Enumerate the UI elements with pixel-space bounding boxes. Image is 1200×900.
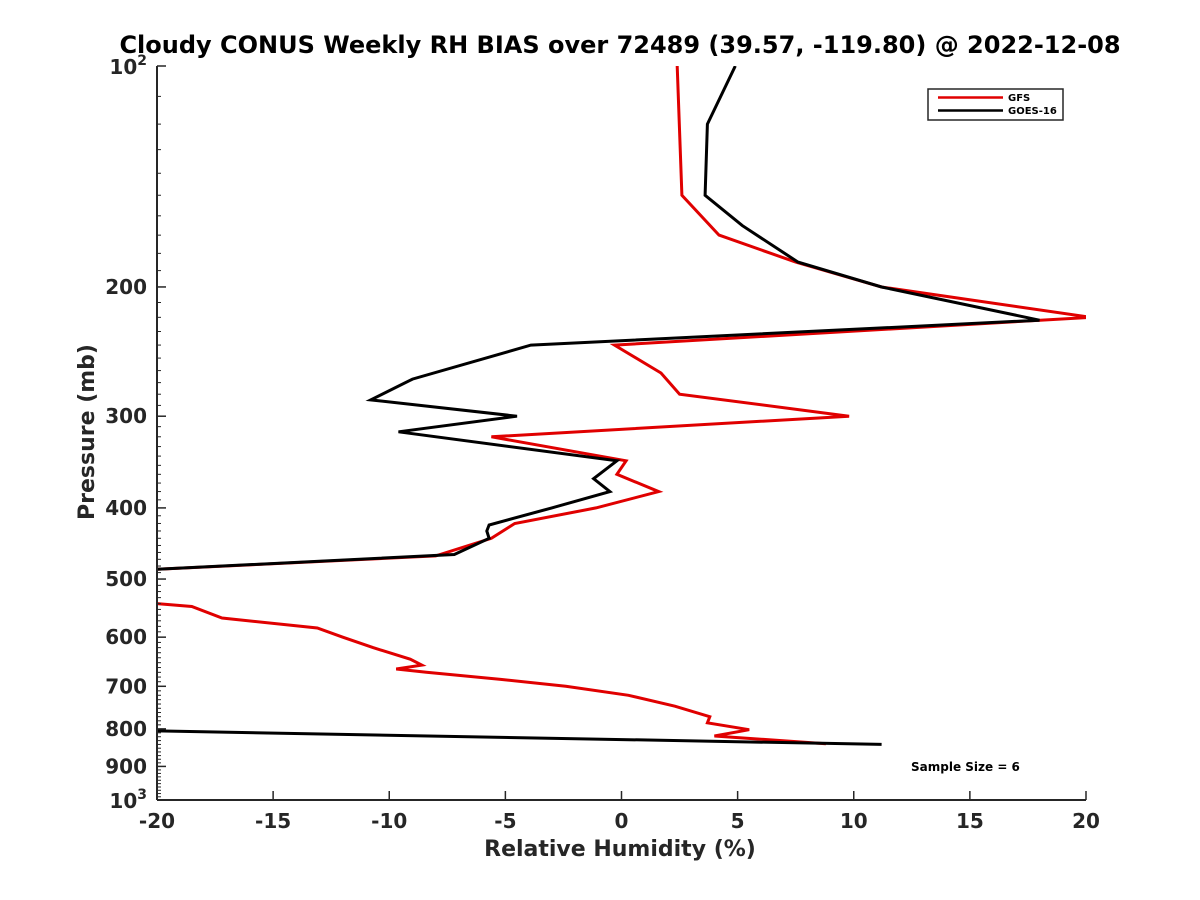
x-axis-label: Relative Humidity (%) <box>484 837 756 862</box>
legend-label-gfs: GFS <box>1008 93 1030 104</box>
y-tick-label: 900 <box>105 754 147 778</box>
x-tick-label: 10 <box>840 809 868 833</box>
x-tick-label: -5 <box>494 809 516 833</box>
x-tick-label: 20 <box>1072 809 1100 833</box>
y-tick-label: 300 <box>105 404 147 428</box>
y-tick-label: 500 <box>105 567 147 591</box>
series-line-goes-16-segment-1 <box>157 66 1040 571</box>
sample-size-annotation: Sample Size = 6 <box>911 760 1020 774</box>
y-tick-label: 800 <box>105 717 147 741</box>
legend: GFS GOES-16 <box>927 88 1064 121</box>
series-layer <box>157 66 1086 746</box>
x-tick-label: 0 <box>615 809 629 833</box>
x-tick-label: -15 <box>255 809 291 833</box>
chart-title: Cloudy CONUS Weekly RH BIAS over 72489 (… <box>119 31 1120 59</box>
y-tick-label: 103 <box>109 787 147 813</box>
y-tick-label: 102 <box>109 53 147 79</box>
legend-label-goes-16: GOES-16 <box>1008 106 1057 117</box>
y-tick-label: 400 <box>105 496 147 520</box>
y-tick-label: 200 <box>105 275 147 299</box>
y-axis-label: Pressure (mb) <box>75 344 100 520</box>
x-tick-label: -10 <box>371 809 407 833</box>
y-tick-label: 600 <box>105 625 147 649</box>
x-tick-label: 5 <box>731 809 745 833</box>
series-line-goes-16-segment-2 <box>157 729 882 746</box>
legend-box <box>927 88 1064 121</box>
y-tick-label: 700 <box>105 674 147 698</box>
series-line-gfs-segment-2 <box>157 602 827 746</box>
x-tick-label: -20 <box>139 809 175 833</box>
x-tick-label: 15 <box>956 809 984 833</box>
ticks-layer: -20 -15 -10 -5 0 5 10 15 20 200 300 400 500 600 700 800… <box>105 53 1100 833</box>
